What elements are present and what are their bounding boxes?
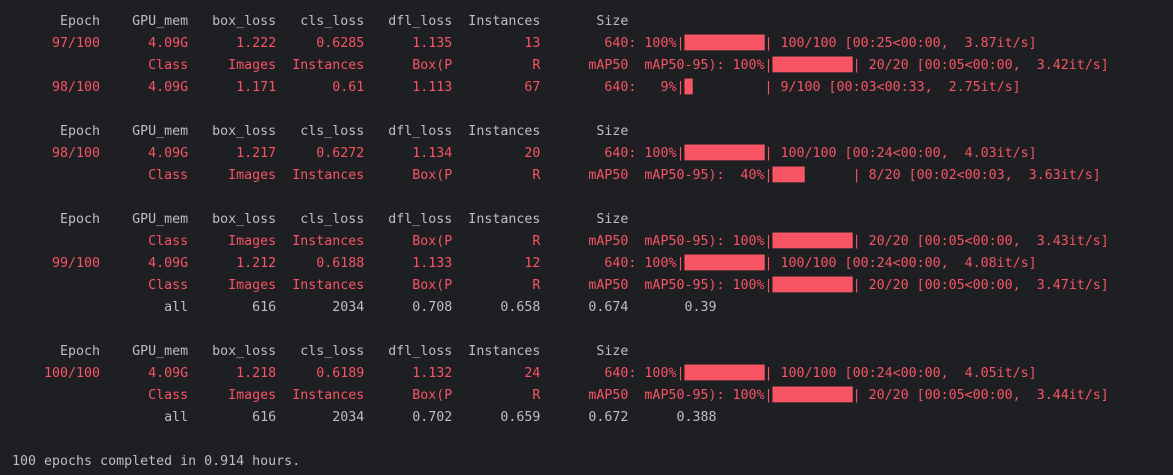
log-line: all 616 2034 0.708 0.658 0.674 0.39 [12,300,717,315]
log-line: all 616 2034 0.702 0.659 0.672 0.388 [12,410,717,425]
log-line: Epoch GPU_mem box_loss cls_loss dfl_loss… [12,124,629,139]
log-line: Class Images Instances Box(P R mAP50 mAP… [12,278,1109,293]
log-line: Epoch GPU_mem box_loss cls_loss dfl_loss… [12,14,629,29]
log-line: 98/100 4.09G 1.171 0.61 1.113 67 640: 9%… [12,80,1021,95]
log-line: 97/100 4.09G 1.222 0.6285 1.135 13 640: … [12,36,1037,51]
log-line: 100 epochs completed in 0.914 hours. [12,454,301,469]
output-block: Epoch GPU_mem box_loss cls_loss dfl_loss… [12,341,1173,429]
log-line: 99/100 4.09G 1.212 0.6188 1.133 12 640: … [12,256,1037,271]
log-line: Class Images Instances Box(P R mAP50 mAP… [12,168,1101,183]
log-line: Class Images Instances Box(P R mAP50 mAP… [12,388,1109,403]
output-block: Epoch GPU_mem box_loss cls_loss dfl_loss… [12,11,1173,99]
log-line: Epoch GPU_mem box_loss cls_loss dfl_loss… [12,212,629,227]
output-block: Epoch GPU_mem box_loss cls_loss dfl_loss… [12,209,1173,319]
log-line: 100/100 4.09G 1.218 0.6189 1.132 24 640:… [12,366,1037,381]
log-line: 98/100 4.09G 1.217 0.6272 1.134 20 640: … [12,146,1037,161]
log-line: Class Images Instances Box(P R mAP50 mAP… [12,58,1109,73]
output-block: Epoch GPU_mem box_loss cls_loss dfl_loss… [12,121,1173,187]
log-line: Class Images Instances Box(P R mAP50 mAP… [12,234,1109,249]
output-block: 100 epochs completed in 0.914 hours. [12,451,1173,473]
log-line: Epoch GPU_mem box_loss cls_loss dfl_loss… [12,344,629,359]
